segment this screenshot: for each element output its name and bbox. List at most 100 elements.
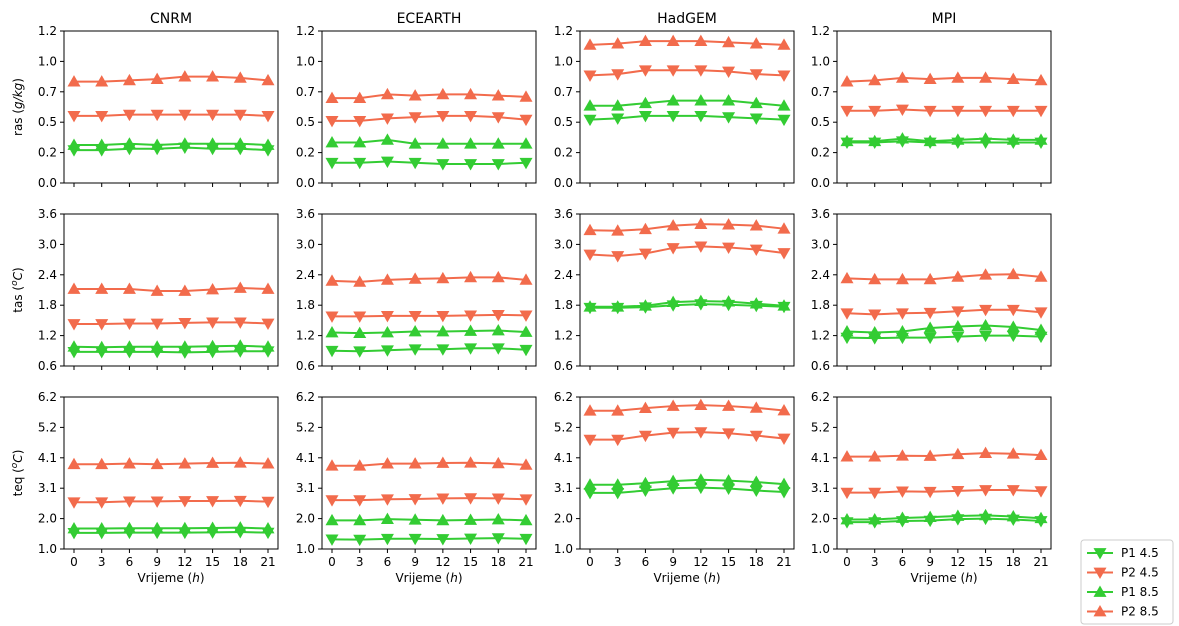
triangle-down-marker [1034, 307, 1048, 319]
triangle-down-marker [408, 344, 422, 356]
series-p1-8-5 [583, 94, 791, 111]
triangle-up-marker [206, 339, 220, 352]
triangle-up-marker [519, 513, 533, 526]
triangle-up-marker [464, 137, 478, 149]
triangle-down-marker [1034, 105, 1048, 118]
triangle-down-marker [67, 110, 81, 123]
series-line [847, 514, 1042, 521]
y-tick-label: 0.6 [38, 359, 57, 373]
series-p2-8-5 [325, 87, 533, 104]
series-p1-8-5 [325, 133, 533, 149]
y-tick-label: 6.2 [38, 390, 57, 404]
triangle-down-marker [178, 496, 192, 508]
triangle-up-marker [353, 326, 367, 338]
series-line [74, 461, 269, 466]
y-tick-label: 1.8 [38, 298, 57, 312]
triangle-down-marker [353, 346, 367, 358]
series-p2-4-5 [67, 317, 275, 331]
triangle-down-marker [464, 159, 478, 171]
triangle-down-marker [868, 487, 882, 500]
triangle-up-marker [261, 522, 275, 534]
triangle-up-marker [895, 511, 909, 523]
triangle-up-marker [491, 89, 505, 101]
column-title-cnrm: CNRM [150, 11, 192, 27]
y-tick-label: 0.7 [554, 85, 573, 99]
triangle-up-marker [1006, 133, 1020, 145]
legend-item-p2-4-5: P2 4.5 [1087, 566, 1159, 580]
y-tick-label: 2.4 [811, 268, 830, 282]
triangle-up-marker [666, 399, 680, 411]
triangle-down-marker [611, 488, 625, 500]
y-tick-label: 1.0 [811, 542, 830, 556]
triangle-down-marker [749, 485, 763, 498]
degree-superscript: o [10, 462, 20, 468]
series-line [74, 286, 269, 293]
triangle-up-marker [895, 132, 909, 144]
triangle-up-marker [408, 457, 422, 469]
series-p1-8-5 [583, 294, 791, 312]
triangle-up-marker [868, 450, 882, 462]
triangle-down-marker [951, 306, 965, 318]
triangle-down-marker [325, 495, 339, 507]
triangle-up-marker [353, 135, 367, 148]
triangle-down-marker [1093, 567, 1107, 579]
series-line [847, 488, 1042, 494]
triangle-up-marker [95, 138, 109, 150]
panel-hadgem-1: HadGEM 0.0 0.2 0.5 0.7 1.0 1.2 [554, 11, 795, 190]
triangle-up-marker [777, 99, 791, 111]
x-tick-label: 15 [463, 555, 478, 569]
triangle-up-marker [436, 513, 450, 526]
triangle-down-marker [777, 70, 791, 82]
series-line [74, 75, 269, 83]
triangle-up-marker [122, 73, 136, 86]
x-axis-label: Vrijeme (h) [653, 571, 720, 585]
triangle-up-marker [951, 509, 965, 521]
x-tick-label: 15 [205, 555, 220, 569]
triangle-down-marker [353, 534, 367, 547]
triangle-up-marker [122, 521, 136, 534]
triangle-down-marker [436, 344, 450, 356]
triangle-down-marker [380, 310, 394, 323]
series-p1-4-5 [325, 343, 533, 358]
triangle-up-marker [464, 270, 478, 283]
triangle-up-marker [979, 132, 993, 144]
triangle-down-marker [722, 428, 736, 440]
panel-frame [836, 396, 1052, 550]
panel-frame [321, 213, 537, 367]
legend-label: P1 4.5 [1121, 546, 1159, 560]
panel-mpi-3: 1.0 2.0 3.1 4.1 5.2 6.2 0 3 6 9 12 15 18 21 Vrijeme (h… [811, 390, 1052, 585]
y-tick-label: 1.0 [296, 542, 315, 556]
series-line [590, 300, 785, 308]
triangle-up-marker [611, 300, 625, 312]
triangle-down-marker [1006, 304, 1020, 317]
x-axis-label-unit: h [708, 571, 716, 585]
series-p2-4-5 [840, 304, 1048, 321]
triangle-up-marker [840, 75, 854, 87]
triangle-up-marker [150, 72, 164, 85]
triangle-down-marker [583, 434, 597, 447]
series-line [331, 347, 527, 353]
triangle-up-marker [380, 133, 394, 145]
y-tick-label: 3.6 [811, 207, 830, 221]
triangle-up-marker [868, 272, 882, 285]
legend-box [1080, 539, 1174, 625]
panel-ecearth-2: 0.6 1.2 1.8 2.4 3.0 3.6 [296, 207, 537, 373]
triangle-up-marker [380, 87, 394, 100]
series-line [589, 69, 785, 77]
triangle-up-marker [491, 512, 505, 525]
y-tick-label: 3.6 [296, 207, 315, 221]
triangle-up-marker [233, 71, 247, 83]
legend-label: P2 4.5 [1121, 566, 1159, 580]
triangle-down-marker [436, 534, 450, 546]
triangle-up-marker [749, 297, 763, 309]
triangle-up-marker [206, 137, 220, 149]
x-tick-label: 6 [642, 555, 650, 569]
x-tick-label: 0 [70, 555, 78, 569]
y-axis-label-row-1: ras (g/kg) [11, 78, 25, 136]
triangle-down-marker [353, 495, 367, 507]
series-p2-8-5 [325, 270, 533, 287]
triangle-up-marker [694, 294, 708, 307]
triangle-up-marker [923, 321, 937, 333]
triangle-up-marker [95, 457, 109, 470]
x-tick-label: 18 [1006, 555, 1021, 569]
